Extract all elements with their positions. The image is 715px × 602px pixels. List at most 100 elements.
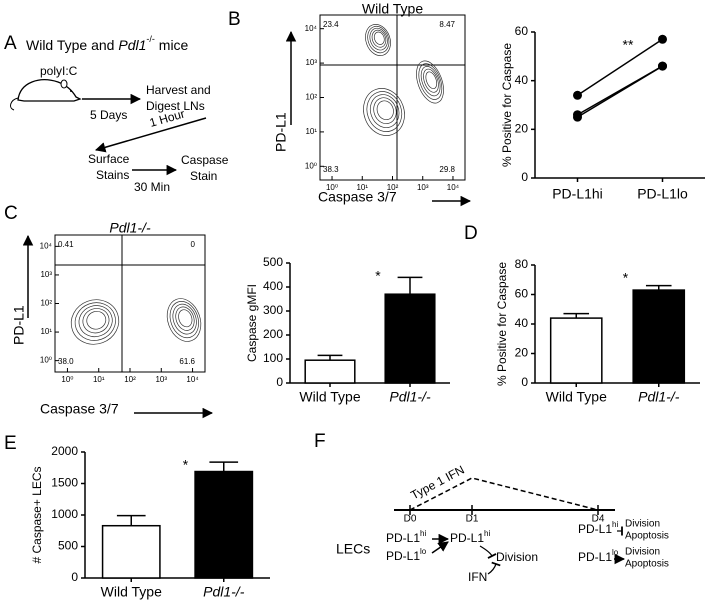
y-tick-label: 60 [515,24,529,38]
plot-frame [319,14,466,181]
panel-f: D0 D1 D4 Type 1 IFN LECs PD-L1hi PD-L1lo… [336,463,669,585]
quadrant-percent: 29.8 [439,165,455,174]
y-axis-label: Caspase gMFI [245,284,259,362]
contour [420,66,441,97]
node: PD-L1hi [450,529,490,545]
bar [549,317,603,384]
mouse-eye [70,90,72,92]
step-label: Stain [190,169,217,183]
flow-title: Pdl1-/- [109,220,151,236]
point [573,90,582,100]
node: PD-L1lo [578,548,619,564]
significance: * [375,268,381,284]
contour [166,298,202,342]
y-tick-label: 200 [263,327,283,341]
bar [304,359,356,384]
y-axis-label: PD-L1 [11,305,27,345]
y-tick-label: 80 [515,257,529,271]
y-tick-label: 500 [58,539,78,553]
timeline-label: D0 [404,514,417,525]
node-text: PD-L1 [386,531,420,545]
x-tick-label: 10³ [155,375,167,384]
y-tick-label: 2000 [51,444,78,458]
x-tick-label: 10³ [417,183,429,192]
significance: * [623,270,629,286]
step-label: Harvest and [146,83,211,97]
node-sup: hi [420,529,426,538]
y-tick-label: 10² [305,93,317,102]
row-label: LECs [336,541,370,557]
x-tick-label: 10¹ [93,375,105,384]
x-tick-label: Pdl1-/- [389,389,431,405]
contour [423,68,439,93]
node-text: PD-L1 [450,531,484,545]
significance: ** [623,37,634,53]
step-label: Digest LNs [146,99,205,113]
inhibit [479,545,497,559]
x-axis-label: Caspase 3/7 [318,189,397,205]
point [658,61,667,71]
panel-label: A [4,33,17,54]
bar [101,524,161,579]
series-line [577,65,663,118]
step-label: Surface [88,152,130,166]
quadrant-percent: 0.41 [58,240,74,249]
x-tick-label: Pdl1-/- [203,584,245,600]
x-axis-label: Caspase 3/7 [40,401,119,417]
contour [425,71,438,90]
contour [373,97,397,125]
y-tick-label: 300 [263,303,283,317]
quadrant-percent: 61.6 [179,357,195,366]
node: PD-L1lo [386,547,427,563]
contour [366,91,403,132]
contour [70,299,120,345]
arrow [431,541,449,554]
contour [172,303,197,335]
y-tick-label: 10² [40,299,52,308]
y-tick-label: 1000 [51,507,78,521]
timeline-label: D1 [466,514,479,525]
y-axis-label: PD-L1 [273,112,289,152]
y-axis-label: # Caspase+ LECs [30,466,44,563]
panel-label: C [4,203,18,224]
mouse-tail [10,97,19,111]
contour [169,301,199,339]
y-tick-label: 0 [71,570,78,584]
bar [632,289,686,384]
contour [373,31,385,45]
y-tick-label: 10¹ [40,327,52,336]
arrow [94,117,207,153]
treatment: polyI:C [40,64,78,78]
x-tick-label: 10⁰ [61,375,73,384]
contour [365,24,391,56]
step-time: 30 Min [134,180,170,194]
contour [418,63,443,100]
x-tick-label: 10⁰ [326,183,338,192]
y-tick-label: 400 [263,279,283,293]
title-part: -/- [146,34,155,44]
panel-label: D [464,223,478,244]
inhibit [487,561,501,575]
panel-a: Wild Type and Pdl1-/- mice polyI:C 5 Day… [10,34,229,194]
node: IFN [468,570,487,584]
node-sup: lo [612,548,619,557]
y-tick-label: 0 [276,375,283,389]
contour [74,302,116,341]
contour [371,29,387,48]
x-tick-label: Wild Type [299,389,360,405]
signal-curve [409,477,599,511]
node-sup: hi [612,520,618,529]
node-sup: lo [420,547,427,556]
panel-label: B [228,9,241,30]
panel-label: E [4,433,17,454]
y-tick-label: 0 [521,170,528,184]
quadrant-percent: 38.3 [323,165,339,174]
title-part: mice [155,37,189,53]
bar [384,293,436,384]
node: PD-L1hi [386,529,426,545]
contour [367,25,390,54]
node: Division [496,550,538,564]
contour [363,88,405,136]
step-time: 5 Days [90,108,127,122]
